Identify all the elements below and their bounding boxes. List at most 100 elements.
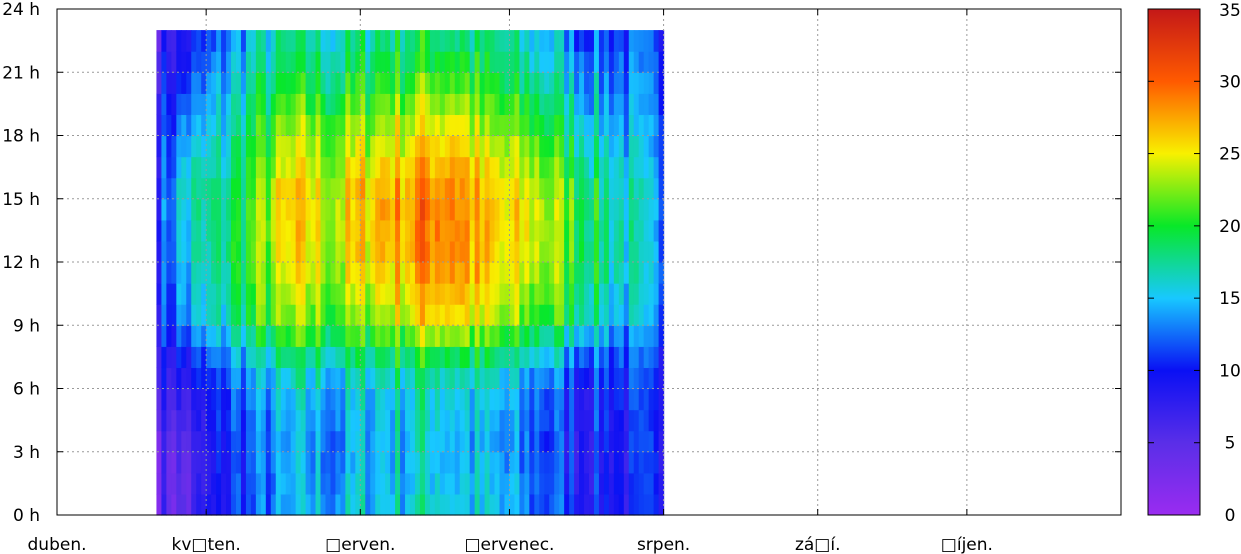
- heatmap-cell: [529, 93, 535, 116]
- heatmap-cell: [653, 219, 660, 242]
- heatmap-cell: [405, 93, 411, 116]
- heatmap-cell: [405, 177, 411, 200]
- heatmap-cell: [638, 51, 645, 73]
- heatmap-cell: [181, 283, 187, 305]
- heatmap-cell: [355, 367, 361, 390]
- heatmap-cell: [469, 135, 476, 158]
- heatmap-cell: [648, 240, 655, 263]
- heatmap-cell: [603, 114, 610, 137]
- heatmap-cell: [419, 262, 426, 284]
- heatmap-cell: [285, 30, 292, 52]
- heatmap-cell: [375, 367, 381, 390]
- heatmap-cell: [206, 472, 212, 495]
- heatmap-cell: [380, 114, 386, 137]
- heatmap-cell: [464, 93, 471, 116]
- heatmap-cell: [589, 30, 595, 52]
- heatmap-cell: [380, 177, 386, 200]
- heatmap-cell: [340, 304, 346, 326]
- heatmap-cell: [400, 177, 406, 200]
- heatmap-cell: [260, 388, 267, 411]
- heatmap-cell: [484, 430, 491, 453]
- heatmap-cell: [593, 304, 600, 326]
- heatmap-cell: [524, 472, 530, 495]
- heatmap-cell: [494, 93, 501, 116]
- heatmap-cell: [559, 451, 565, 474]
- heatmap-cell: [231, 409, 237, 432]
- heatmap-cell: [270, 51, 277, 73]
- heatmap-cell: [653, 430, 660, 453]
- heatmap-cell: [171, 388, 177, 411]
- heatmap-cell: [474, 30, 481, 52]
- heatmap-cell: [593, 51, 600, 73]
- heatmap-cell: [226, 51, 232, 73]
- heatmap-cell: [489, 30, 496, 52]
- heatmap-cell: [221, 325, 227, 347]
- heatmap-cell: [589, 72, 595, 94]
- heatmap-cell: [584, 304, 590, 326]
- heatmap-cell: [549, 51, 555, 73]
- heatmap-cell: [385, 472, 391, 495]
- heatmap-cell: [504, 177, 511, 200]
- heatmap-cell: [290, 472, 297, 495]
- heatmap-cell: [405, 240, 411, 263]
- heatmap-cell: [265, 135, 272, 158]
- heatmap-cell: [419, 493, 426, 516]
- heatmap-cell: [320, 472, 327, 495]
- heatmap-cell: [574, 388, 580, 411]
- heatmap-cell: [400, 472, 406, 495]
- heatmap-cell: [608, 388, 615, 411]
- heatmap-cell: [524, 262, 530, 284]
- heatmap-cell: [628, 283, 635, 305]
- heatmap-cell: [181, 114, 187, 137]
- heatmap-cell: [554, 30, 560, 52]
- heatmap-cell: [469, 367, 476, 390]
- heatmap-cell: [593, 240, 600, 263]
- heatmap-cell: [166, 219, 172, 242]
- heatmap-cell: [201, 430, 207, 453]
- heatmap-cell: [240, 430, 247, 453]
- heatmap-cell: [181, 198, 187, 221]
- heatmap-cell: [335, 304, 341, 326]
- heatmap-cell: [345, 346, 351, 369]
- heatmap-cell: [315, 156, 322, 179]
- heatmap-cell: [479, 388, 486, 411]
- x-tick-label: kv□ten.: [172, 535, 241, 554]
- heatmap-cell: [574, 430, 580, 453]
- heatmap-cell: [315, 30, 322, 52]
- heatmap-cell: [335, 219, 341, 242]
- heatmap-cell: [648, 409, 655, 432]
- heatmap-cell: [335, 240, 341, 263]
- heatmap-cell: [335, 409, 341, 432]
- heatmap-cell: [240, 156, 247, 179]
- heatmap-cell: [653, 51, 660, 73]
- heatmap-cell: [395, 240, 401, 263]
- heatmap-cell: [653, 451, 660, 474]
- heatmap-cell: [176, 388, 182, 411]
- heatmap-cell: [459, 430, 466, 453]
- heatmap-cell: [255, 304, 262, 326]
- heatmap-cell: [156, 51, 163, 73]
- heatmap-cell: [250, 472, 257, 495]
- heatmap-cell: [310, 325, 317, 347]
- heatmap-cell: [454, 493, 461, 516]
- heatmap-cell: [161, 409, 167, 432]
- x-tick-label: duben.: [28, 535, 87, 554]
- heatmap-cell: [534, 451, 540, 474]
- heatmap-cell: [201, 472, 207, 495]
- colorbar-tick-label: 5: [1225, 434, 1236, 454]
- heatmap-cell: [365, 346, 371, 369]
- heatmap-cell: [355, 304, 361, 326]
- heatmap-cell: [250, 451, 257, 474]
- heatmap-cell: [166, 93, 172, 116]
- heatmap-cell: [385, 409, 391, 432]
- heatmap-cell: [216, 451, 222, 474]
- heatmap-cell: [524, 93, 530, 116]
- heatmap-cell: [235, 240, 242, 263]
- heatmap-cell: [494, 430, 501, 453]
- heatmap-cell: [648, 72, 655, 94]
- heatmap-cell: [390, 156, 396, 179]
- heatmap-cell: [410, 262, 416, 284]
- heatmap-cell: [613, 219, 620, 242]
- heatmap-cell: [534, 262, 540, 284]
- heatmap-cell: [345, 283, 351, 305]
